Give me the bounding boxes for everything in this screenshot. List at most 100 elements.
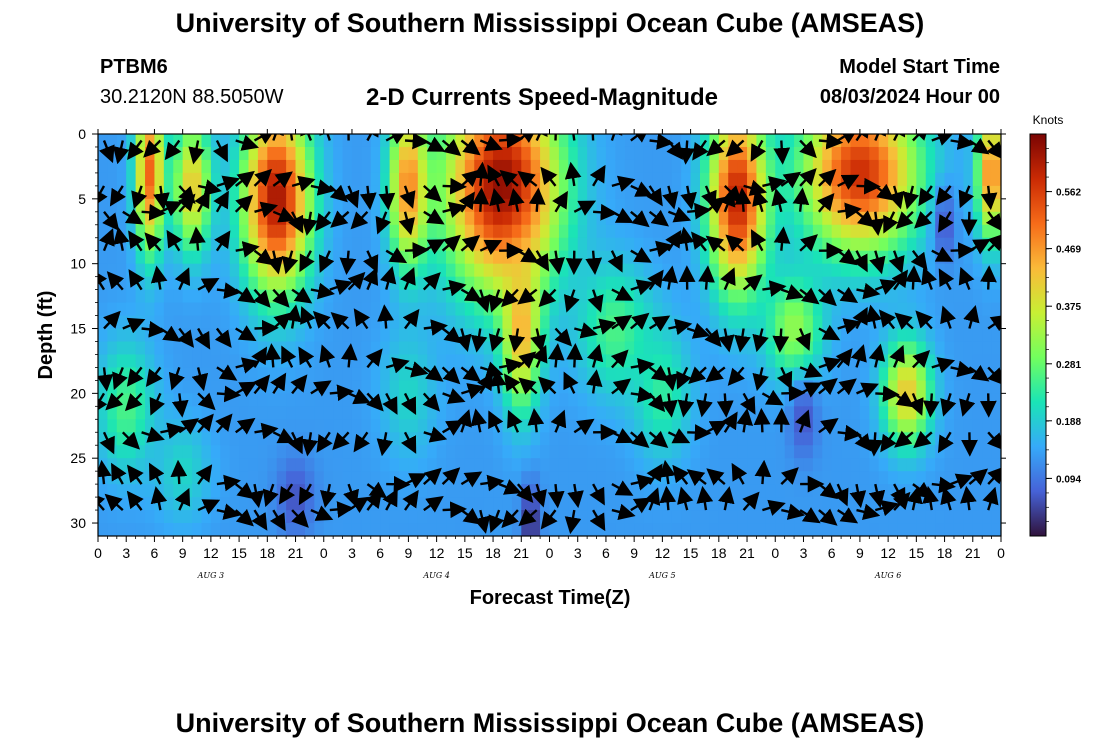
heat-cell	[521, 315, 532, 330]
heat-cell	[615, 198, 626, 213]
heat-cell	[126, 328, 137, 343]
heat-cell	[502, 523, 513, 536]
heat-cell	[605, 523, 616, 536]
heat-cell	[304, 198, 315, 213]
current-arrow	[883, 211, 899, 234]
heat-cell	[794, 263, 805, 278]
heat-cell	[831, 146, 842, 161]
heat-cell	[775, 380, 786, 394]
heat-cell	[878, 380, 889, 394]
current-arrow	[585, 250, 603, 275]
heat-cell	[192, 523, 203, 536]
heat-cell	[323, 393, 334, 407]
current-arrow	[196, 413, 214, 434]
heat-cell	[229, 159, 240, 174]
heat-cell	[803, 484, 814, 498]
heat-cell	[568, 237, 579, 252]
heat-cell	[662, 172, 673, 187]
heat-cell	[248, 406, 259, 420]
heat-cell	[464, 393, 475, 407]
heat-cell	[380, 510, 391, 524]
heat-cell	[163, 315, 174, 330]
heat-cell	[267, 445, 278, 459]
heat-cell	[765, 146, 776, 161]
heat-cell	[982, 510, 993, 524]
heat-cell	[982, 263, 993, 278]
heat-cell	[107, 484, 118, 498]
heat-cell	[812, 185, 823, 200]
heat-cell	[295, 367, 306, 381]
heat-cell	[502, 302, 513, 317]
heat-cell	[737, 458, 748, 472]
current-arrow	[191, 367, 209, 392]
heat-cell	[417, 354, 428, 369]
day-label: AUG 5	[648, 571, 676, 580]
heat-cell	[417, 185, 428, 200]
heat-cell	[210, 159, 221, 174]
current-arrow	[742, 274, 763, 292]
current-arrow	[159, 325, 181, 342]
heat-cell	[906, 510, 917, 524]
heat-cell	[700, 432, 711, 446]
current-arrow	[458, 191, 475, 213]
heat-cell	[239, 185, 250, 200]
current-arrow	[266, 250, 284, 275]
current-arrow	[585, 369, 603, 394]
heat-cell	[399, 302, 410, 317]
heat-cell	[286, 419, 297, 433]
heat-cell	[859, 367, 870, 381]
heat-cell	[145, 354, 156, 369]
heat-cell	[145, 250, 156, 265]
heat-cell	[831, 237, 842, 252]
heat-cell	[577, 263, 588, 278]
heat-cell	[182, 445, 193, 459]
heat-cell	[587, 276, 598, 291]
heat-cell	[201, 237, 212, 252]
heat-cell	[953, 380, 964, 394]
heat-cell	[972, 198, 983, 213]
heat-cell	[794, 134, 805, 148]
current-arrow	[168, 367, 185, 391]
current-arrow	[672, 464, 690, 485]
heat-cell	[888, 237, 899, 252]
current-arrow	[235, 134, 259, 151]
heat-cell	[126, 367, 137, 381]
heat-cell	[784, 302, 795, 317]
heat-cell	[803, 354, 814, 369]
heat-cell	[991, 250, 1001, 265]
current-arrow	[550, 409, 567, 433]
heat-cell	[530, 302, 541, 317]
heat-cell	[210, 146, 221, 161]
heat-cell	[671, 393, 682, 407]
heat-cell	[822, 445, 833, 459]
current-arrow	[780, 467, 799, 485]
x-tick-label: 3	[122, 545, 130, 561]
heat-cell	[304, 523, 315, 536]
heat-cell	[304, 393, 315, 407]
heat-cell	[812, 354, 823, 369]
heat-cell	[474, 211, 485, 226]
heat-cell	[521, 328, 532, 343]
current-arrow	[501, 288, 519, 308]
heat-cell	[587, 146, 598, 161]
heat-cell	[304, 458, 315, 472]
current-arrow	[646, 185, 663, 207]
heat-cell	[314, 224, 325, 239]
heat-cell	[239, 146, 250, 161]
heat-cell	[267, 276, 278, 291]
heat-cell	[417, 159, 428, 174]
heat-cell	[229, 328, 240, 343]
heat-cell	[690, 172, 701, 187]
heat-cell	[803, 276, 814, 291]
heat-cell	[163, 172, 174, 187]
heat-cell	[747, 419, 758, 433]
heat-cell	[182, 510, 193, 524]
heat-cell	[361, 471, 372, 485]
heat-cell	[446, 445, 457, 459]
heat-cell	[577, 523, 588, 536]
heat-cell	[446, 406, 457, 420]
current-arrow	[528, 187, 546, 212]
heat-cell	[803, 445, 814, 459]
heat-cell	[652, 380, 663, 394]
heat-cell	[116, 198, 127, 213]
